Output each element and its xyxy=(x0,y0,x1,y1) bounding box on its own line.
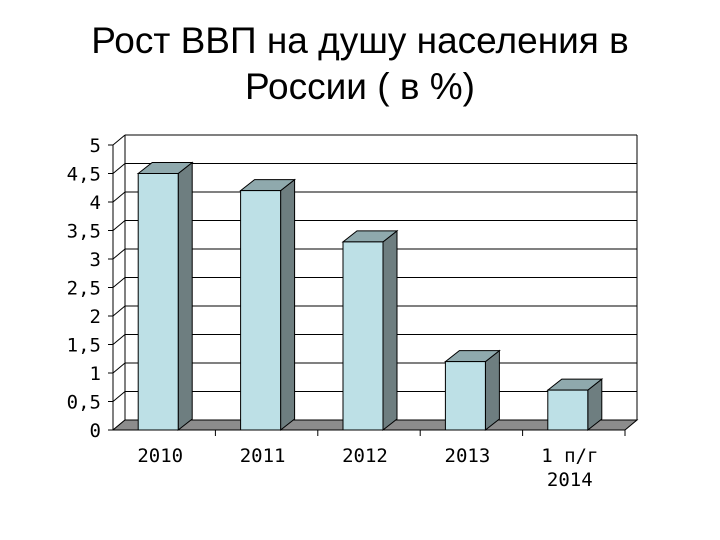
wall-depth-line xyxy=(112,163,126,174)
y-tick-label: 1 xyxy=(90,363,101,385)
y-tick-label: 2,5 xyxy=(67,278,101,300)
wall-depth-line xyxy=(112,220,126,231)
wall-depth-line xyxy=(112,391,126,402)
title-line-2: России ( в %) xyxy=(244,66,475,107)
y-tick-label: 1,5 xyxy=(67,335,101,357)
y-tick-label: 5 xyxy=(90,135,101,157)
title-line-1: Рост ВВП на душу населения в xyxy=(91,20,629,61)
wall-depth-line xyxy=(112,134,126,146)
bar xyxy=(342,241,384,431)
x-tick-label: 1 п/г xyxy=(541,445,598,467)
wall-depth-line xyxy=(112,248,126,260)
x-tick-label: 2010 xyxy=(137,445,183,467)
bar-side xyxy=(382,229,398,432)
x-tick-label: 2011 xyxy=(240,445,286,467)
slide-title: Рост ВВП на душу населения в России ( в … xyxy=(0,18,720,110)
y-tick-label: 3,5 xyxy=(67,221,101,243)
y-tick-label: 4 xyxy=(90,192,101,214)
x-tick-label: 2012 xyxy=(342,445,388,467)
wall-depth-line xyxy=(112,191,126,203)
wall-depth-line xyxy=(112,362,126,374)
bar-side xyxy=(280,178,296,432)
y-tick-label: 0 xyxy=(90,420,101,442)
wall-depth-line xyxy=(112,305,126,317)
y-tick-label: 2 xyxy=(90,306,101,328)
x-tick-label: 2014 xyxy=(547,469,593,491)
bar xyxy=(240,190,282,431)
bar-side xyxy=(484,349,500,432)
x-tick-label: 2013 xyxy=(445,445,491,467)
bar xyxy=(137,173,179,431)
wall-depth-line xyxy=(112,277,126,288)
y-tick-label: 0,5 xyxy=(67,392,101,414)
bar-side xyxy=(177,161,193,432)
y-tick-label: 3 xyxy=(90,249,101,271)
y-tick-label: 4,5 xyxy=(67,164,101,186)
bar xyxy=(547,389,589,431)
bar xyxy=(444,361,486,431)
wall-depth-line xyxy=(112,334,126,345)
